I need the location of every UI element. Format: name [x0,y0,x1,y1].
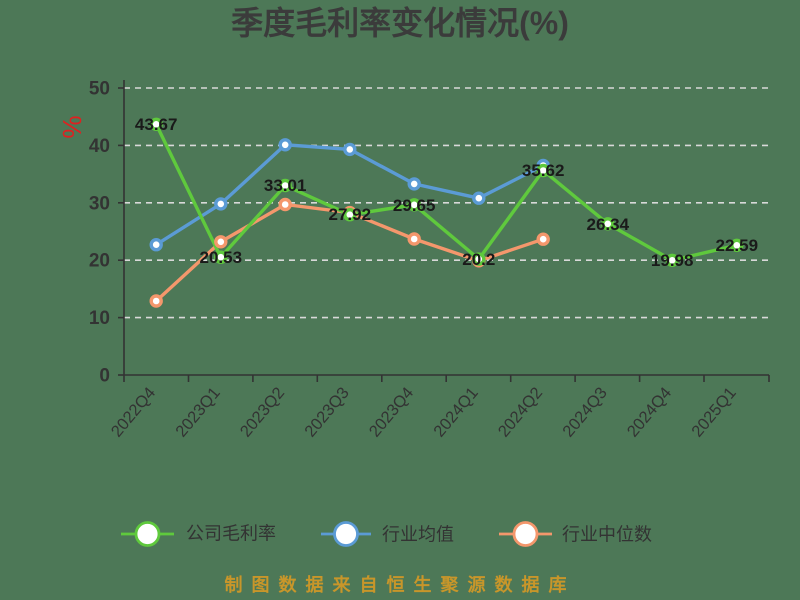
svg-text:10: 10 [89,308,110,329]
svg-text:2024Q1: 2024Q1 [430,384,482,441]
svg-text:35.62: 35.62 [522,161,565,180]
svg-text:2023Q4: 2023Q4 [366,384,418,441]
svg-text:2023Q3: 2023Q3 [301,384,353,441]
svg-text:2024Q4: 2024Q4 [624,384,676,441]
svg-text:2024Q2: 2024Q2 [495,384,547,441]
svg-text:33.01: 33.01 [264,176,307,195]
svg-text:43.67: 43.67 [135,115,178,134]
svg-text:27.92: 27.92 [329,205,372,224]
svg-text:22.59: 22.59 [716,236,759,255]
svg-text:季度毛利率变化情况(%): 季度毛利率变化情况(%) [231,5,569,41]
svg-text:30: 30 [89,193,110,214]
svg-text:29.65: 29.65 [393,196,436,215]
svg-text:20.2: 20.2 [462,250,495,269]
svg-text:50: 50 [89,79,110,100]
svg-text:26.34: 26.34 [587,215,630,234]
svg-text:行业中位数: 行业中位数 [562,525,652,545]
svg-text:2022Q4: 2022Q4 [108,384,160,441]
svg-text:2023Q2: 2023Q2 [237,384,289,441]
svg-text:2025Q1: 2025Q1 [688,384,740,441]
svg-text:制图数据来自恒生聚源数据库: 制图数据来自恒生聚源数据库 [225,574,576,595]
svg-text:40: 40 [89,136,110,157]
svg-text:2024Q3: 2024Q3 [559,384,611,441]
svg-text:行业均值: 行业均值 [382,525,454,545]
svg-text:19.98: 19.98 [651,251,694,270]
svg-text:公司毛利率: 公司毛利率 [186,524,276,544]
svg-text:20.53: 20.53 [200,248,243,267]
svg-text:20: 20 [89,251,110,272]
svg-text:2023Q1: 2023Q1 [172,384,224,441]
svg-text:%: % [57,115,87,138]
svg-text:0: 0 [99,366,110,387]
